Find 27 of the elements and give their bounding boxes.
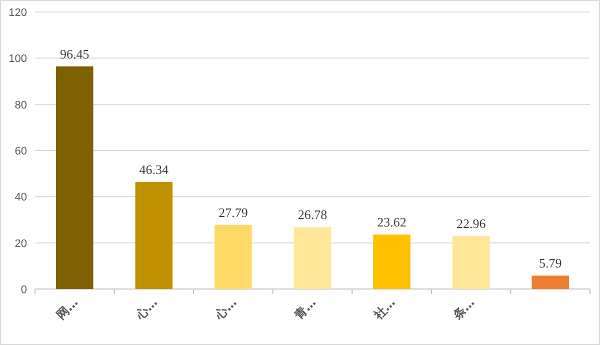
bar [294, 227, 332, 289]
bar [373, 234, 410, 289]
bar [56, 66, 94, 289]
bar [214, 224, 252, 289]
bar [452, 236, 490, 289]
x-tick-label: 心… [132, 295, 160, 323]
y-tick-label: 0 [20, 284, 27, 296]
data-label: 46.34 [139, 162, 170, 178]
y-tick-label: 40 [14, 192, 27, 204]
data-label: 5.79 [538, 256, 562, 271]
y-tick-label: 20 [14, 238, 27, 250]
data-label: 23.62 [377, 214, 406, 230]
bar [135, 182, 173, 289]
bar [532, 276, 569, 289]
x-tick-label: 社… [370, 295, 398, 323]
data-label: 96.45 [60, 46, 90, 62]
data-label: 22.96 [456, 216, 486, 231]
data-label: 26.78 [298, 207, 328, 222]
x-tick-label: 条… [450, 295, 478, 323]
x-tick-label: 心… [212, 295, 240, 323]
y-tick-label: 100 [8, 53, 27, 66]
x-tick-label: 青… [291, 295, 319, 323]
y-tick-label: 80 [14, 99, 27, 112]
x-tick-label: 网… [54, 295, 81, 322]
y-tick-label: 60 [14, 146, 27, 158]
data-label: 27.79 [218, 204, 248, 220]
y-tick-label: 120 [8, 7, 27, 19]
